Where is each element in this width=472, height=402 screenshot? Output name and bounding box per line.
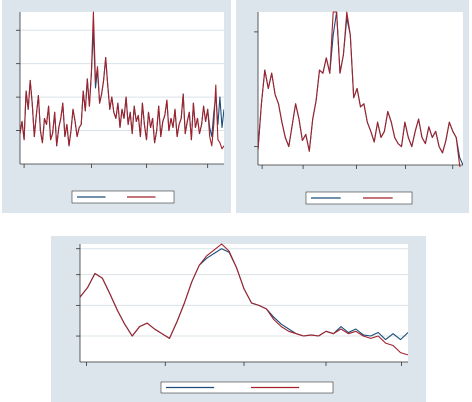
chart-panel-bottom [51, 236, 426, 402]
series-line-2 [20, 11, 224, 150]
plot-area [20, 12, 224, 164]
series-group [20, 11, 224, 150]
chart-bottom [76, 243, 408, 394]
series-group [80, 243, 408, 356]
series-line-2 [80, 243, 408, 356]
plot-area [258, 12, 463, 165]
series-group [258, 11, 463, 167]
series-line-2 [258, 11, 461, 167]
legend-box [71, 190, 175, 204]
chart-top-left [16, 11, 224, 204]
chart-panel-top-right [236, 0, 469, 213]
chart-top-right [254, 11, 463, 205]
plot-area [80, 244, 408, 362]
legend-box [160, 381, 334, 394]
chart-panel-top-left [2, 0, 231, 213]
legend-box [305, 191, 413, 205]
